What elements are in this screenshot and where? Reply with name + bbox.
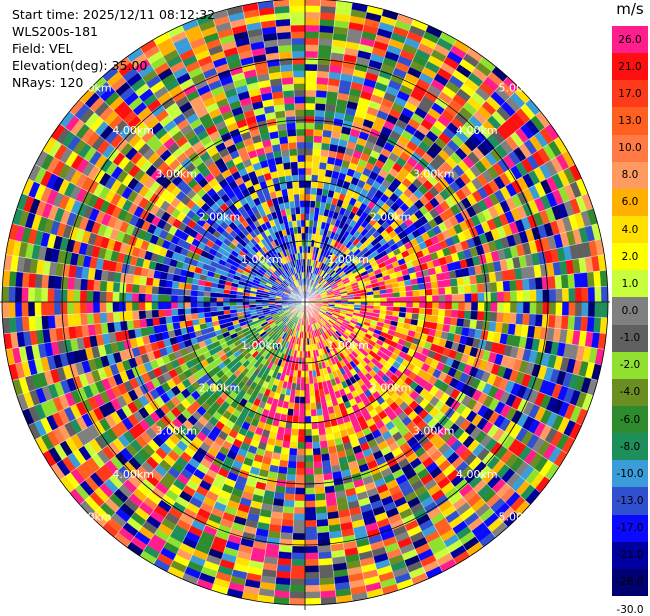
colorbar-segment bbox=[612, 107, 648, 136]
range-ring-label: 2.00km bbox=[199, 382, 241, 395]
colorbar-tick-label: 8.0 bbox=[621, 169, 639, 182]
range-ring-label: 3.00km bbox=[156, 167, 198, 180]
range-ring-label: 5.00km bbox=[498, 82, 540, 95]
colorbar-tick-label: 1.0 bbox=[621, 277, 639, 290]
colorbar-segment bbox=[612, 270, 648, 298]
ppi-gates bbox=[1, 0, 609, 606]
colorbar-segment bbox=[612, 514, 648, 543]
range-ring-label: 3.00km bbox=[413, 425, 455, 438]
colorbar-tick-label: -26.0 bbox=[616, 576, 644, 589]
colorbar: 26.0 21.0 17.0 13.0 10.0 8.0 6.0 4.0 2.0 1.0 0.0 -1… bbox=[612, 26, 648, 616]
colorbar-tick-label: 17.0 bbox=[618, 87, 642, 100]
range-ring-label: 1.00km bbox=[241, 253, 283, 266]
colorbar-segment bbox=[612, 216, 648, 244]
colorbar-tick-label: 13.0 bbox=[618, 115, 642, 127]
colorbar-segment bbox=[612, 433, 648, 461]
colorbar-segment bbox=[612, 406, 648, 434]
colorbar-segment bbox=[612, 161, 648, 190]
field-name: Field: VEL bbox=[12, 41, 73, 56]
colorbar-segment bbox=[612, 487, 648, 516]
colorbar-tick-label: -2.0 bbox=[619, 359, 641, 372]
colorbar-tick-label: -8.0 bbox=[619, 440, 641, 453]
colorbar-segment bbox=[612, 541, 648, 570]
colorbar-tick-label: -6.0 bbox=[619, 413, 641, 426]
range-ring-label: 2.00km bbox=[370, 382, 412, 395]
range-ring-label: 4.00km bbox=[112, 468, 154, 481]
colorbar-tick-label: 26.0 bbox=[618, 33, 642, 46]
scan-info: Start time: 2025/12/11 08:12:32 WLS200s-… bbox=[12, 6, 215, 91]
range-ring-label: 3.00km bbox=[156, 425, 198, 438]
range-ring-label: 5.00km bbox=[70, 510, 112, 523]
colorbar-segment bbox=[612, 378, 648, 407]
colorbar-segment bbox=[612, 351, 648, 380]
colorbar-tick-label: -13.0 bbox=[616, 495, 644, 507]
colorbar-segment bbox=[612, 243, 648, 271]
colorbar-tick-label: 6.0 bbox=[621, 196, 639, 209]
elevation: Elevation(deg): 35.00 bbox=[12, 58, 148, 73]
colorbar-segment bbox=[612, 53, 648, 81]
colorbar-segment bbox=[612, 297, 648, 326]
ppi-velocity-scan: 1.00km 1.00km 1.00km 1.00km 2.00km 2.00km 2.00… bbox=[0, 0, 610, 610]
range-ring-label: 5.00km bbox=[70, 82, 112, 95]
colorbar-tick-label: -4.0 bbox=[619, 386, 641, 399]
start-time: Start time: 2025/12/11 08:12:32 bbox=[12, 7, 216, 22]
range-ring-label: 4.00km bbox=[112, 124, 154, 137]
range-ring-label: 5.00km bbox=[498, 510, 540, 523]
colorbar-tick-label: 10.0 bbox=[618, 142, 642, 155]
colorbar-tick-label: 0.0 bbox=[621, 305, 639, 317]
colorbar-segment bbox=[612, 460, 648, 488]
colorbar-segment bbox=[612, 80, 648, 108]
range-ring-label: 4.00km bbox=[456, 124, 498, 137]
colorbar-tick-label: -10.0 bbox=[616, 467, 644, 480]
nrays: NRays: 120 bbox=[12, 75, 84, 90]
range-ring-label: 1.00km bbox=[241, 339, 283, 352]
instrument-name: WLS200s-181 bbox=[12, 24, 98, 39]
range-ring-label: 1.00km bbox=[327, 339, 369, 352]
colorbar-segment bbox=[612, 188, 648, 217]
colorbar-tick-label: -17.0 bbox=[616, 522, 644, 535]
colorbar-tick-label: 4.0 bbox=[621, 223, 639, 236]
colorbar-tick-label: -1.0 bbox=[619, 332, 641, 345]
range-ring-label: 1.00km bbox=[327, 253, 369, 266]
colorbar-unit: m/s bbox=[616, 0, 644, 18]
colorbar-segment bbox=[612, 26, 648, 54]
colorbar-segment bbox=[612, 324, 648, 353]
range-ring-label: 4.00km bbox=[456, 468, 498, 481]
colorbar-tick-label: 2.0 bbox=[621, 250, 639, 263]
range-ring-label: 3.00km bbox=[413, 167, 455, 180]
range-ring-label: 2.00km bbox=[199, 210, 241, 223]
colorbar-segment bbox=[612, 568, 648, 597]
colorbar-tick-label: 21.0 bbox=[618, 60, 642, 73]
range-ring-label: 2.00km bbox=[370, 210, 412, 223]
colorbar-tick-label: -21.0 bbox=[616, 549, 644, 562]
colorbar-segment bbox=[612, 134, 648, 163]
